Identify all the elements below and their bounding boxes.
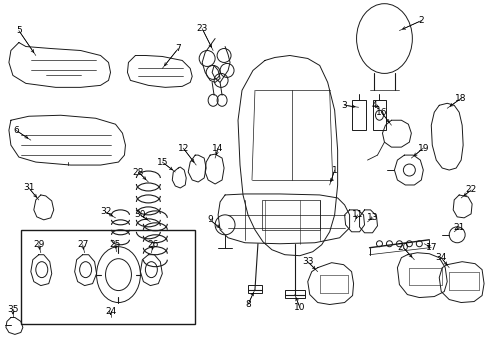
- Text: 20: 20: [397, 243, 408, 252]
- Text: 19: 19: [417, 144, 428, 153]
- Text: 22: 22: [465, 185, 476, 194]
- Text: 27: 27: [77, 240, 88, 249]
- Text: 29: 29: [33, 240, 44, 249]
- Text: 31: 31: [23, 184, 35, 193]
- Bar: [262, 200, 319, 230]
- Text: 7: 7: [175, 44, 181, 53]
- Text: 13: 13: [366, 213, 378, 222]
- Text: 6: 6: [13, 126, 19, 135]
- Text: 18: 18: [454, 94, 466, 103]
- Text: 25: 25: [110, 240, 121, 249]
- Bar: [285, 289, 304, 298]
- Text: 2: 2: [418, 16, 423, 25]
- Text: 33: 33: [302, 257, 313, 266]
- Text: 30: 30: [134, 210, 146, 219]
- Text: 21: 21: [452, 223, 464, 232]
- Bar: [247, 285, 262, 293]
- Text: 15: 15: [156, 158, 168, 167]
- Text: 16: 16: [375, 108, 386, 117]
- Text: 28: 28: [132, 167, 144, 176]
- Text: 34: 34: [435, 253, 446, 262]
- Bar: [21, 230, 195, 324]
- Text: 24: 24: [105, 307, 116, 316]
- Text: 17: 17: [425, 243, 436, 252]
- Text: 23: 23: [196, 24, 207, 33]
- Text: 35: 35: [7, 305, 19, 314]
- Text: 8: 8: [244, 300, 250, 309]
- Text: 12: 12: [177, 144, 188, 153]
- Text: 10: 10: [293, 303, 305, 312]
- Text: 4: 4: [371, 101, 377, 110]
- Text: 32: 32: [100, 207, 111, 216]
- Text: 11: 11: [351, 210, 363, 219]
- Text: 14: 14: [212, 144, 224, 153]
- Text: 3: 3: [341, 101, 347, 110]
- Text: 26: 26: [147, 240, 159, 249]
- Bar: [372, 100, 386, 130]
- Bar: [351, 100, 365, 130]
- Text: 5: 5: [16, 26, 21, 35]
- Text: 9: 9: [207, 215, 213, 224]
- Text: 1: 1: [331, 166, 337, 175]
